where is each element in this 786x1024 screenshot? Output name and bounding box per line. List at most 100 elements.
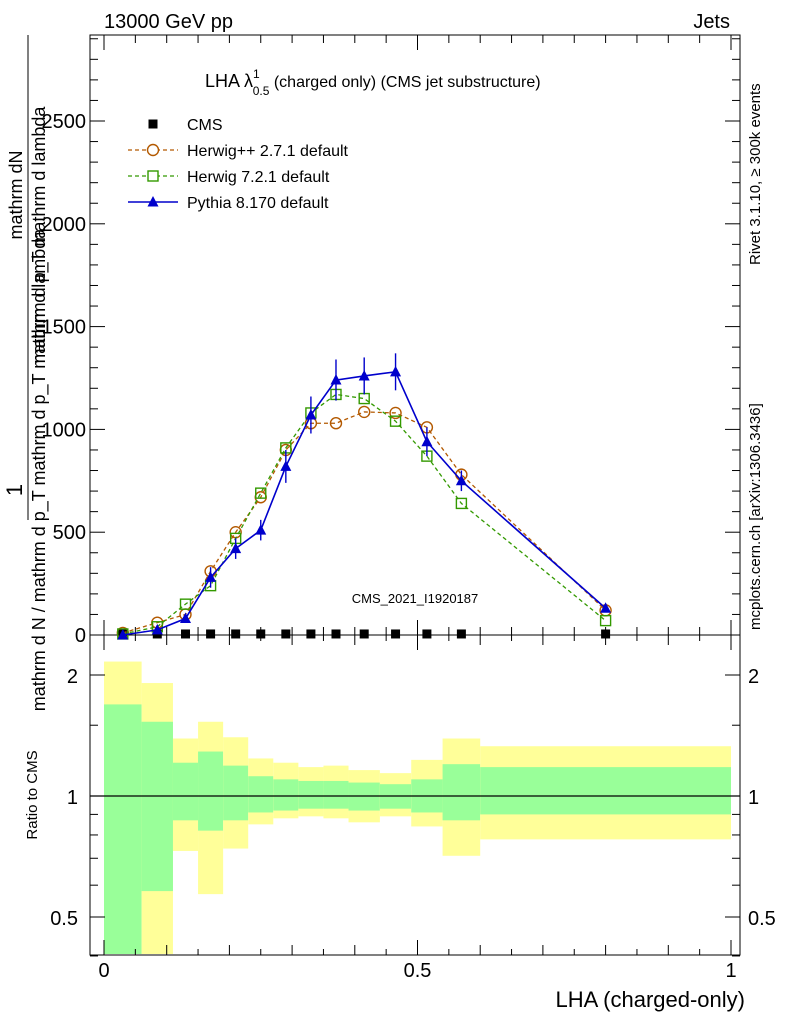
data-point (601, 629, 611, 639)
ratio-inner-band (223, 765, 249, 821)
ratio-plot-frame (89, 634, 741, 956)
data-point (390, 365, 402, 377)
y-tick-label: 1000 (42, 419, 87, 441)
ratio-inner-band (104, 704, 142, 954)
title-main: LHA λ (205, 71, 253, 91)
ratio-inner-band (248, 776, 274, 813)
y-label-one: 1 (2, 484, 27, 496)
series-line (122, 411, 607, 634)
legend-item: Pythia 8.170 default (128, 195, 329, 212)
y-tick-label: 1500 (42, 317, 87, 339)
data-point (255, 487, 267, 499)
ratio-inner-band (323, 780, 349, 809)
series-line (122, 370, 607, 636)
data-point (599, 614, 612, 627)
title-rest: (charged only) (CMS jet substructure) (269, 74, 540, 91)
ratio-inner-band (141, 721, 173, 892)
ratio-bands-layer (90, 661, 740, 954)
data-point (330, 374, 342, 385)
y-tick-label: 500 (53, 522, 86, 544)
ratio-inner-band (172, 762, 199, 821)
data-point (391, 629, 401, 639)
main-y-label: 1 mathrm dN mathrm d p_T mathrm d lambda… (2, 35, 50, 711)
ratio-axis-ticks: 0.5 0.5 1 1 2 2 0 0.5 1 (50, 635, 776, 982)
legend-marker (147, 170, 159, 182)
data-point (306, 629, 316, 639)
main-axis-ticks: 0 500 1000 1500 2000 2500 (42, 35, 740, 647)
title-sub: 0.5 (253, 84, 270, 98)
x-axis-label: LHA (charged-only) (555, 987, 745, 1012)
legend-label: Herwig 7.2.1 default (187, 169, 330, 186)
data-point (255, 524, 267, 535)
ratio-y-tick-label-right: 1 (748, 787, 759, 809)
y-label-rest: mathrm d N / mathrm d p_T mathrm d p_T m… (29, 228, 50, 711)
data-point (231, 629, 241, 639)
data-point (206, 629, 216, 639)
data-point (358, 369, 370, 381)
legend-marker (148, 119, 158, 129)
data-point (359, 629, 369, 639)
data-point (281, 629, 291, 639)
header-left: 13000 GeV pp (104, 11, 233, 33)
legend-label: Pythia 8.170 default (187, 195, 329, 212)
ratio-inner-band (442, 764, 481, 821)
series-pythia-8-170-default (117, 353, 612, 640)
y-label-numerator: mathrm dN (6, 150, 26, 239)
x-tick-label: 1 (725, 960, 736, 982)
data-point (358, 405, 371, 419)
ratio-y-label: Ratio to CMS (24, 750, 41, 839)
series-line (122, 393, 607, 635)
data-point (151, 623, 163, 635)
legend-marker (147, 196, 159, 207)
data-point (256, 629, 266, 639)
legend-marker (146, 143, 160, 157)
legend: CMS Herwig++ 2.7.1 default Herwig 7.2.1 de… (128, 117, 349, 212)
data-point (421, 435, 433, 447)
data-point (230, 542, 242, 554)
data-point (455, 497, 468, 510)
ratio-inner-band (273, 779, 299, 811)
data-point (305, 409, 317, 420)
rivet-label: Rivet 3.1.10, ≥ 300k events (747, 83, 764, 265)
x-tick-label: 0.5 (404, 960, 432, 982)
data-point (181, 629, 191, 639)
data-point (389, 415, 402, 427)
main-series-layer (116, 353, 612, 640)
data-point (455, 474, 467, 486)
y-label-denominator: mathrm d p_T mathrm d lambda (29, 106, 50, 364)
ratio-y-tick-label: 2 (67, 666, 78, 688)
ratio-y-tick-label-right: 2 (748, 666, 759, 688)
data-point (117, 629, 129, 640)
header-right: Jets (693, 11, 730, 33)
ratio-inner-band (480, 767, 731, 815)
data-point (456, 629, 466, 639)
x-tick-label: 0 (98, 960, 109, 982)
legend-item: Herwig 7.2.1 default (128, 169, 330, 186)
ratio-y-tick-label: 1 (67, 787, 78, 809)
mcplots-label: mcplots.cern.ch [arXiv:1306.3436] (747, 403, 764, 630)
legend-label: CMS (187, 117, 223, 134)
legend-item: Herwig++ 2.7.1 default (128, 143, 349, 160)
data-point (205, 571, 217, 582)
legend-item: CMS (148, 117, 223, 134)
y-tick-label: 2500 (42, 111, 87, 133)
ratio-y-tick-label-right: 0.5 (748, 908, 776, 930)
main-title: LHA λ1 0.5 (charged only) (CMS jet substr… (205, 67, 541, 98)
y-tick-label: 2000 (42, 214, 87, 236)
ratio-inner-band (298, 780, 324, 809)
title-sup: 1 (253, 67, 260, 81)
svg-text:LHA λ10.5 (charged only) (CMS: LHA λ1 0.5 (charged only) (CMS jet substr… (205, 67, 541, 98)
ratio-inner-band (198, 751, 224, 831)
data-point (179, 598, 192, 610)
data-point (331, 629, 341, 639)
data-point (180, 612, 192, 624)
data-point (389, 406, 402, 420)
analysis-watermark: CMS_2021_I1920187 (352, 591, 479, 606)
data-point (600, 602, 612, 613)
data-point (422, 629, 432, 639)
ratio-y-tick-label: 0.5 (50, 908, 78, 930)
data-point (329, 417, 343, 430)
data-point (280, 460, 292, 471)
y-tick-label: 0 (75, 625, 86, 647)
